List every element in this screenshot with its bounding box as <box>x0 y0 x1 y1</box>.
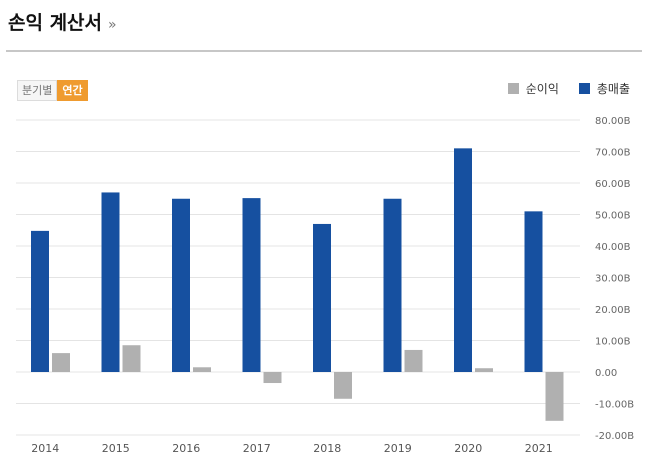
y-tick-label: 60.00B <box>595 179 631 190</box>
section-header: 손익 계산서 » <box>8 8 117 38</box>
legend-swatch-net-income <box>507 83 519 94</box>
x-tick-label: 2020 <box>454 442 482 455</box>
y-tick-label: 20.00B <box>595 305 631 316</box>
bar-revenue-2014[interactable] <box>31 230 49 372</box>
legend-item-revenue[interactable]: 총매출 <box>578 80 630 97</box>
legend-item-net-income[interactable]: 순이익 <box>507 80 559 97</box>
y-tick-label: -20.00B <box>595 431 634 442</box>
header-divider <box>6 50 642 52</box>
period-toggle: 분기별 연간 <box>17 80 88 101</box>
x-tick-label: 2021 <box>525 442 553 455</box>
x-tick-label: 2017 <box>243 442 271 455</box>
bar-revenue-2018[interactable] <box>313 223 331 372</box>
y-tick-label: 80.00B <box>595 116 631 127</box>
bar-revenue-2019[interactable] <box>383 198 402 372</box>
section-title: 손익 계산서 <box>8 12 103 34</box>
bar-net-income-2015[interactable] <box>122 345 141 372</box>
x-tick-label: 2019 <box>384 442 412 455</box>
bar-revenue-2016[interactable] <box>172 198 190 372</box>
more-arrow-icon[interactable]: » <box>108 17 117 33</box>
y-tick-label: 0.00 <box>595 368 617 379</box>
bar-net-income-2017[interactable] <box>263 372 282 384</box>
y-tick-label: 30.00B <box>595 274 631 285</box>
legend-swatch-revenue <box>578 83 590 94</box>
y-tick-label: -10.00B <box>595 400 634 411</box>
y-tick-label: 40.00B <box>595 242 631 253</box>
x-tick-label: 2015 <box>102 442 130 455</box>
chart-legend: 순이익 총매출 <box>488 80 630 97</box>
toggle-quarterly[interactable]: 분기별 <box>17 80 58 101</box>
bar-net-income-2018[interactable] <box>334 372 352 399</box>
y-tick-label: 50.00B <box>595 211 631 222</box>
y-tick-label: 10.00B <box>595 337 631 348</box>
bar-revenue-2017[interactable] <box>242 198 261 372</box>
bar-net-income-2016[interactable] <box>193 367 211 372</box>
x-tick-label: 2014 <box>31 442 59 455</box>
bar-net-income-2021[interactable] <box>545 372 564 421</box>
legend-label-revenue: 총매출 <box>596 82 630 96</box>
x-tick-label: 2016 <box>172 442 200 455</box>
bar-net-income-2020[interactable] <box>475 368 493 372</box>
bar-revenue-2015[interactable] <box>101 192 120 372</box>
x-tick-label: 2018 <box>313 442 341 455</box>
legend-label-net-income: 순이익 <box>525 82 559 96</box>
bar-revenue-2021[interactable] <box>524 211 543 372</box>
bar-revenue-2020[interactable] <box>454 148 472 372</box>
toggle-annual[interactable]: 연간 <box>57 80 88 101</box>
bar-net-income-2014[interactable] <box>52 353 70 372</box>
bar-net-income-2019[interactable] <box>404 349 423 372</box>
y-tick-label: 70.00B <box>595 148 631 159</box>
